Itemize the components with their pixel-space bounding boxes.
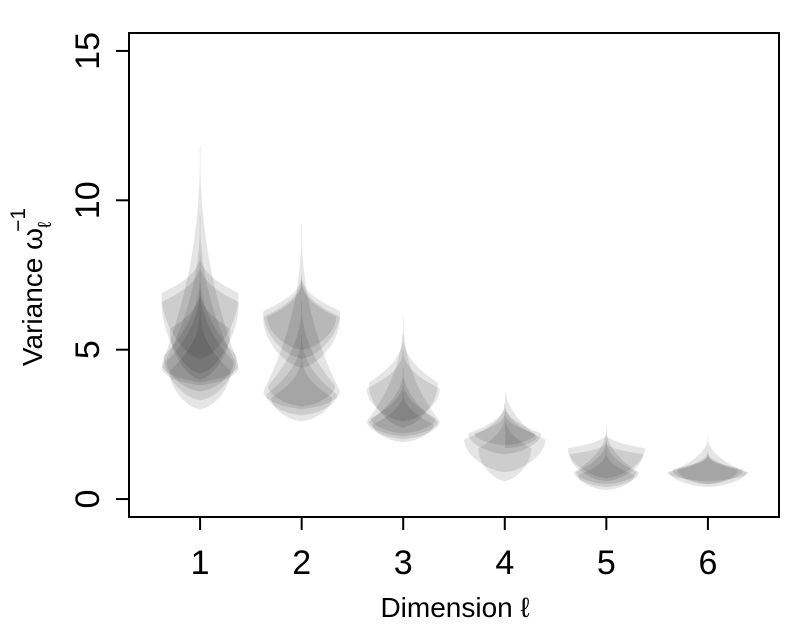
- violin-dim-2: [263, 275, 341, 359]
- violin-dim-4: [505, 383, 538, 449]
- y-axis-label-group: Variance ωℓ −1: [7, 208, 56, 366]
- violin-dim-6: [672, 454, 744, 485]
- x-tick-label: 4: [495, 544, 514, 582]
- violin-dim-4: [464, 403, 546, 473]
- violin-dim-3: [366, 316, 440, 440]
- violin-dim-3: [368, 367, 438, 437]
- x-tick-label: 3: [394, 544, 413, 582]
- y-axis-label: Variance ωℓ −1: [7, 208, 56, 366]
- x-tick-label: 5: [597, 544, 616, 582]
- violin-dim-1: [163, 272, 237, 401]
- violin-dim-4: [468, 403, 542, 455]
- y-tick-label: 15: [69, 32, 107, 70]
- violin-dim-2: [268, 301, 336, 407]
- violin-dim-6: [677, 451, 739, 485]
- violin-dim-6: [667, 454, 749, 482]
- violin-dim-6: [669, 436, 747, 488]
- violin-dim-4: [478, 415, 532, 482]
- violin-dim-4: [474, 412, 536, 446]
- violin-dim-1: [162, 146, 238, 383]
- y-axis: 0 5 10 15: [69, 32, 129, 509]
- y-tick-label: 10: [69, 181, 107, 219]
- y-tick-label: 5: [69, 340, 107, 359]
- violin-dim-5: [577, 451, 635, 491]
- violin-dim-5: [567, 433, 645, 479]
- violin-dim-1: [161, 215, 239, 386]
- violin-dim-1: [169, 289, 231, 380]
- y-tick-label: 0: [69, 490, 107, 509]
- y-axis-label-main: Variance ω: [17, 228, 48, 366]
- y-axis-label-subscript: ℓ: [35, 222, 56, 228]
- x-tick-label: 2: [292, 544, 311, 582]
- violin-dim-3: [372, 391, 434, 443]
- violin-dim-2: [266, 334, 338, 416]
- violin-dim-3: [370, 379, 436, 434]
- violin-dim-2: [263, 224, 340, 410]
- plot-frame: [128, 32, 780, 518]
- violin-dim-3: [368, 334, 438, 428]
- violin-dim-2: [267, 281, 337, 350]
- x-tick-label: 6: [698, 544, 717, 582]
- violin-dim-1: [166, 284, 234, 392]
- violin-dim-2: [263, 278, 341, 368]
- violins-layer: [161, 146, 749, 491]
- x-tick-label: 1: [191, 544, 210, 582]
- violin-dim-5: [573, 427, 639, 488]
- violin-dim-1: [161, 254, 239, 359]
- y-axis-label-superscript: −1: [7, 208, 30, 232]
- violin-dim-5: [576, 439, 637, 485]
- violin-dim-3: [366, 349, 440, 422]
- violin-dim-2: [271, 355, 333, 422]
- violin-dim-5: [569, 442, 643, 482]
- violin-dim-1: [161, 263, 239, 374]
- x-axis-label: Dimension ℓ: [380, 592, 529, 623]
- x-axis: 1 2 3 4 5 6: [191, 517, 717, 582]
- violin-dim-1: [169, 310, 231, 410]
